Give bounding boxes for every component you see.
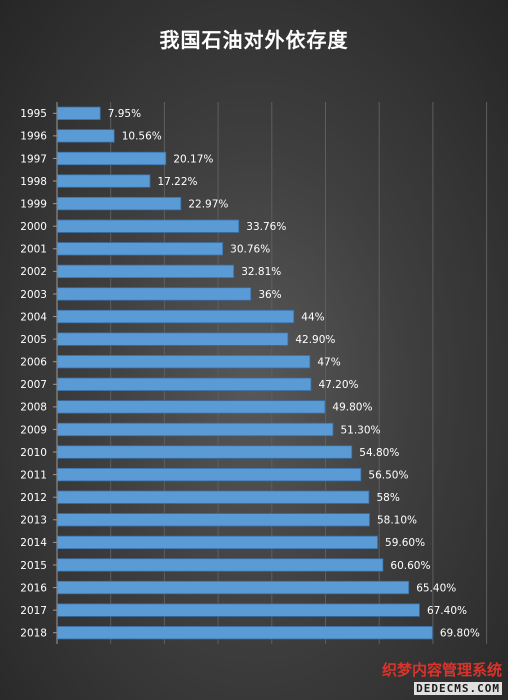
bar xyxy=(57,196,182,211)
watermark-text-en: DEDECMS.COM xyxy=(414,682,502,696)
category-label: 2004 xyxy=(20,311,47,323)
category-label: 2013 xyxy=(20,515,47,527)
data-label: 42.90% xyxy=(295,334,335,346)
data-label: 60.60% xyxy=(390,560,430,572)
category-label: 1999 xyxy=(20,198,47,210)
bar xyxy=(57,219,240,233)
category-label: 2012 xyxy=(20,492,47,504)
category-label: 2016 xyxy=(20,582,47,594)
data-label: 51.30% xyxy=(340,424,380,436)
chart-title: 我国石油对外依存度 xyxy=(159,28,349,52)
bar xyxy=(57,467,362,482)
bar xyxy=(57,106,101,120)
category-label: 2010 xyxy=(20,447,47,459)
category-label: 2015 xyxy=(20,560,47,572)
data-label: 69.80% xyxy=(440,628,480,640)
bar xyxy=(57,174,151,188)
category-label: 2011 xyxy=(20,469,47,481)
data-label: 58.10% xyxy=(377,515,417,527)
category-label: 2007 xyxy=(20,379,47,391)
category-label: 1995 xyxy=(20,108,47,120)
bar xyxy=(57,513,370,527)
bar xyxy=(57,264,235,279)
data-label: 67.40% xyxy=(427,605,467,617)
category-label: 2017 xyxy=(20,605,47,617)
category-label: 2009 xyxy=(20,424,47,436)
bar xyxy=(57,558,384,572)
bar xyxy=(57,422,334,437)
data-label: 30.76% xyxy=(230,244,270,256)
bar xyxy=(57,355,311,369)
data-label: 7.95% xyxy=(108,108,141,120)
category-label: 2018 xyxy=(20,628,47,640)
category-label: 1998 xyxy=(20,176,47,188)
data-label: 33.76% xyxy=(246,221,286,233)
watermark-text-cn: 织梦内容管理系统 xyxy=(381,661,502,680)
bar xyxy=(57,129,115,143)
bar xyxy=(57,287,252,301)
watermark: 织梦内容管理系统 DEDECMS.COM xyxy=(382,663,502,696)
bar xyxy=(57,580,410,595)
data-label: 47.20% xyxy=(318,379,358,391)
data-label: 22.97% xyxy=(188,198,228,210)
category-label: 2014 xyxy=(20,537,47,549)
bar xyxy=(57,626,433,640)
data-label: 65.40% xyxy=(416,582,456,594)
data-label: 17.22% xyxy=(157,176,197,188)
category-label: 2000 xyxy=(20,221,47,233)
category-label: 2003 xyxy=(20,289,47,301)
category-label: 1996 xyxy=(20,131,47,143)
data-label: 59.60% xyxy=(385,537,425,549)
bar xyxy=(57,309,295,324)
category-label: 2002 xyxy=(20,266,47,278)
data-label: 47% xyxy=(317,357,340,369)
data-label: 44% xyxy=(301,311,324,323)
bar xyxy=(57,445,353,459)
data-label: 20.17% xyxy=(173,153,213,165)
category-label: 2005 xyxy=(20,334,47,346)
bar xyxy=(57,603,420,617)
bar xyxy=(57,151,167,166)
data-label: 32.81% xyxy=(241,266,281,278)
bar xyxy=(57,377,312,391)
bar xyxy=(57,490,370,504)
category-label: 2006 xyxy=(20,357,47,369)
data-label: 54.80% xyxy=(359,447,399,459)
bar xyxy=(57,535,378,550)
category-label: 2008 xyxy=(20,402,47,414)
bar xyxy=(57,400,326,414)
data-label: 10.56% xyxy=(122,131,162,143)
data-label: 56.50% xyxy=(368,469,408,481)
category-label: 2001 xyxy=(20,244,47,256)
data-label: 58% xyxy=(376,492,399,504)
data-label: 49.80% xyxy=(332,402,372,414)
bar xyxy=(57,332,289,346)
bar xyxy=(57,242,224,256)
data-label: 36% xyxy=(258,289,281,301)
category-label: 1997 xyxy=(20,153,47,165)
